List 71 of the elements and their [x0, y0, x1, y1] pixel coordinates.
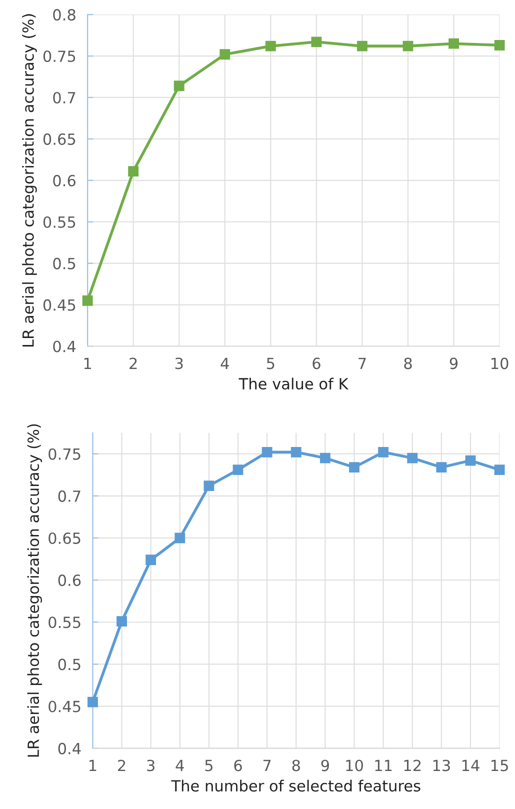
point	[465, 455, 476, 466]
x-tick-label: 1	[84, 358, 91, 369]
y-tick-label: 0.65	[43, 133, 76, 145]
point	[128, 166, 139, 176]
x-tick-label: 9	[450, 358, 458, 370]
point	[290, 446, 302, 458]
y-tick-label: 0.8	[53, 9, 76, 21]
x-tick-label: 10	[346, 760, 363, 772]
x-tick-label: 13	[433, 760, 450, 772]
x-tick-label: 5	[266, 358, 274, 370]
point	[262, 446, 272, 458]
point	[494, 464, 505, 476]
y-tick-label: 0.7	[58, 490, 80, 502]
x-tick-label: 10	[492, 358, 508, 370]
y-tick-label: 0.6	[53, 174, 76, 186]
y-tick-label: 0.65	[48, 532, 80, 544]
point	[174, 532, 186, 544]
x-tick-label: 5	[205, 760, 212, 772]
point	[320, 452, 330, 464]
x-tick-label: 2	[118, 760, 126, 772]
x-tick-label: 15	[492, 760, 508, 772]
x-tick-label: 8	[292, 760, 300, 772]
x-tick-label: 11	[375, 760, 392, 772]
y-tick-label: 0.75	[48, 448, 80, 460]
point	[349, 462, 360, 473]
point	[448, 38, 459, 49]
x-tick-label: 1	[90, 760, 96, 772]
y-tick-label: 0.5	[58, 658, 80, 670]
point	[494, 40, 505, 50]
x-axis-title: The value of K	[238, 378, 349, 390]
x-tick-label: 4	[220, 358, 229, 369]
point	[174, 80, 184, 92]
y-tick-label: 0.45	[48, 700, 80, 712]
y-tick-label: 0.75	[43, 50, 76, 62]
y-axis-title: LR aerial photo categorization accuracy (%)	[27, 424, 42, 757]
y-tick-label: 0.6	[58, 574, 81, 586]
point	[82, 295, 93, 306]
point	[146, 554, 156, 566]
point	[87, 696, 98, 708]
point	[265, 40, 276, 52]
x-tick-label: 6	[312, 358, 320, 370]
point	[402, 40, 414, 52]
x-tick-label: 8	[404, 358, 412, 370]
point	[232, 464, 244, 476]
point	[436, 462, 447, 473]
y-tick-label: 0.45	[43, 299, 76, 311]
point	[116, 616, 127, 626]
x-tick-label: 6	[234, 760, 242, 772]
x-axis-title: The number of selected features	[171, 780, 420, 792]
y-tick-label: 0.5	[53, 258, 76, 270]
x-tick-label: 4	[176, 760, 184, 772]
y-tick-label: 0.4	[53, 340, 76, 352]
point	[407, 452, 418, 464]
x-tick-label: 7	[358, 358, 366, 369]
y-tick-label: 0.7	[53, 92, 76, 104]
point	[311, 36, 322, 48]
x-tick-label: 12	[404, 760, 421, 772]
y-axis-title: LR aerial photo categorization accuracy (%)	[22, 14, 37, 346]
point	[220, 49, 230, 60]
x-tick-label: 3	[175, 358, 183, 370]
y-tick-label: 0.55	[48, 616, 80, 628]
x-tick-label: 2	[130, 358, 137, 369]
point	[204, 480, 214, 492]
x-tick-label: 3	[147, 760, 154, 772]
point	[357, 40, 368, 52]
x-tick-label: 7	[263, 760, 271, 772]
x-tick-label: 14	[462, 760, 480, 772]
y-tick-label: 0.4	[58, 742, 81, 754]
point	[378, 446, 389, 458]
y-tick-label: 0.55	[43, 216, 76, 228]
x-tick-label: 9	[321, 760, 329, 772]
